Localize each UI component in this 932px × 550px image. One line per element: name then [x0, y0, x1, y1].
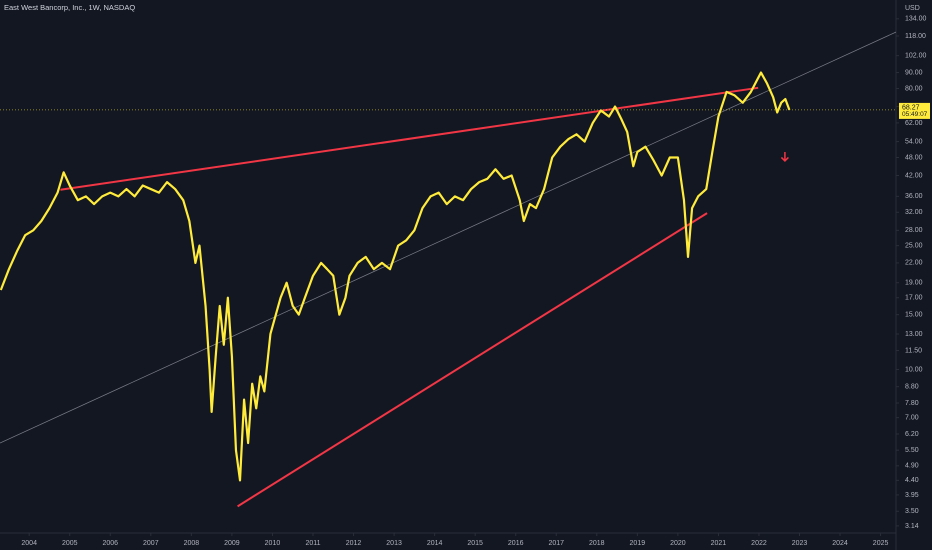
trend-line [237, 212, 708, 508]
y-tick-label: 102.00 [905, 53, 927, 60]
x-tick-label: 2011 [305, 540, 320, 547]
arrow-down [780, 151, 789, 162]
x-tick-label: 2008 [184, 540, 200, 547]
x-tick-label: 2006 [102, 540, 118, 547]
x-tick-label: 2018 [589, 540, 605, 547]
y-tick-label: 48.00 [905, 154, 923, 161]
x-tick-label: 2019 [630, 540, 646, 547]
y-tick-label: 54.00 [905, 138, 923, 145]
y-tick-label: 118.00 [905, 33, 926, 40]
x-tick-label: 2023 [792, 540, 808, 547]
y-tick-label: 6.20 [905, 431, 919, 438]
y-tick-label: 3.95 [905, 492, 919, 499]
x-tick-label: 2010 [265, 540, 281, 547]
y-tick-label: 25.00 [905, 242, 923, 249]
y-tick-label: 36.00 [905, 193, 923, 200]
y-tick-label: 17.00 [905, 295, 923, 302]
x-tick-label: 2016 [508, 540, 524, 547]
y-tick-label: 5.50 [905, 447, 919, 454]
y-tick-label: 7.80 [905, 400, 919, 407]
y-tick-label: 134.00 [905, 16, 927, 23]
y-tick-label: 62.00 [905, 120, 923, 127]
x-tick-label: 2015 [467, 540, 483, 547]
x-tick-label: 2009 [224, 540, 240, 547]
x-tick-label: 2020 [670, 540, 686, 547]
y-tick-label: 4.90 [905, 463, 919, 470]
x-tick-label: 2022 [751, 540, 767, 547]
y-tick-label: 3.14 [905, 523, 919, 530]
y-tick-label: 15.00 [905, 311, 923, 318]
y-tick-label: 4.40 [905, 477, 919, 484]
x-tick-label: 2021 [711, 540, 727, 547]
last-price-box [899, 102, 930, 119]
x-tick-label: 2014 [427, 540, 443, 547]
y-tick-label: 22.00 [905, 260, 923, 267]
chart-title: East West Bancorp, Inc., 1W, NASDAQ [4, 3, 135, 12]
y-tick-label: 11.50 [905, 347, 922, 354]
x-tick-label: 2013 [386, 540, 402, 547]
price-line [0, 71, 791, 482]
trend-line [0, 31, 896, 444]
y-tick-label: 19.00 [905, 280, 923, 287]
x-tick-label: 2017 [548, 540, 564, 547]
x-tick-label: 2025 [873, 540, 889, 547]
countdown-label: 05:49:07 [902, 111, 928, 118]
x-tick-label: 2004 [21, 540, 37, 547]
last-price-label: 68.27 [902, 104, 920, 111]
y-tick-label: 90.00 [905, 69, 923, 76]
y-tick-label: 32.00 [905, 209, 923, 216]
x-tick-label: 2007 [143, 540, 159, 547]
x-tick-label: 2024 [832, 540, 848, 547]
y-tick-label: 10.00 [905, 366, 923, 373]
trend-line [60, 86, 759, 191]
currency: USD [905, 5, 920, 12]
y-tick-label: 3.50 [905, 508, 919, 515]
y-tick-label: 8.80 [905, 384, 919, 391]
y-tick-label: 7.00 [905, 414, 919, 421]
plot [0, 31, 896, 508]
y-tick-label: 28.00 [905, 227, 923, 234]
x-tick-label: 2012 [346, 540, 362, 547]
y-tick-label: 13.00 [905, 331, 923, 338]
x-tick-label: 2005 [62, 540, 78, 547]
y-tick-label: 80.00 [905, 85, 923, 92]
y-tick-label: 42.00 [905, 172, 923, 179]
